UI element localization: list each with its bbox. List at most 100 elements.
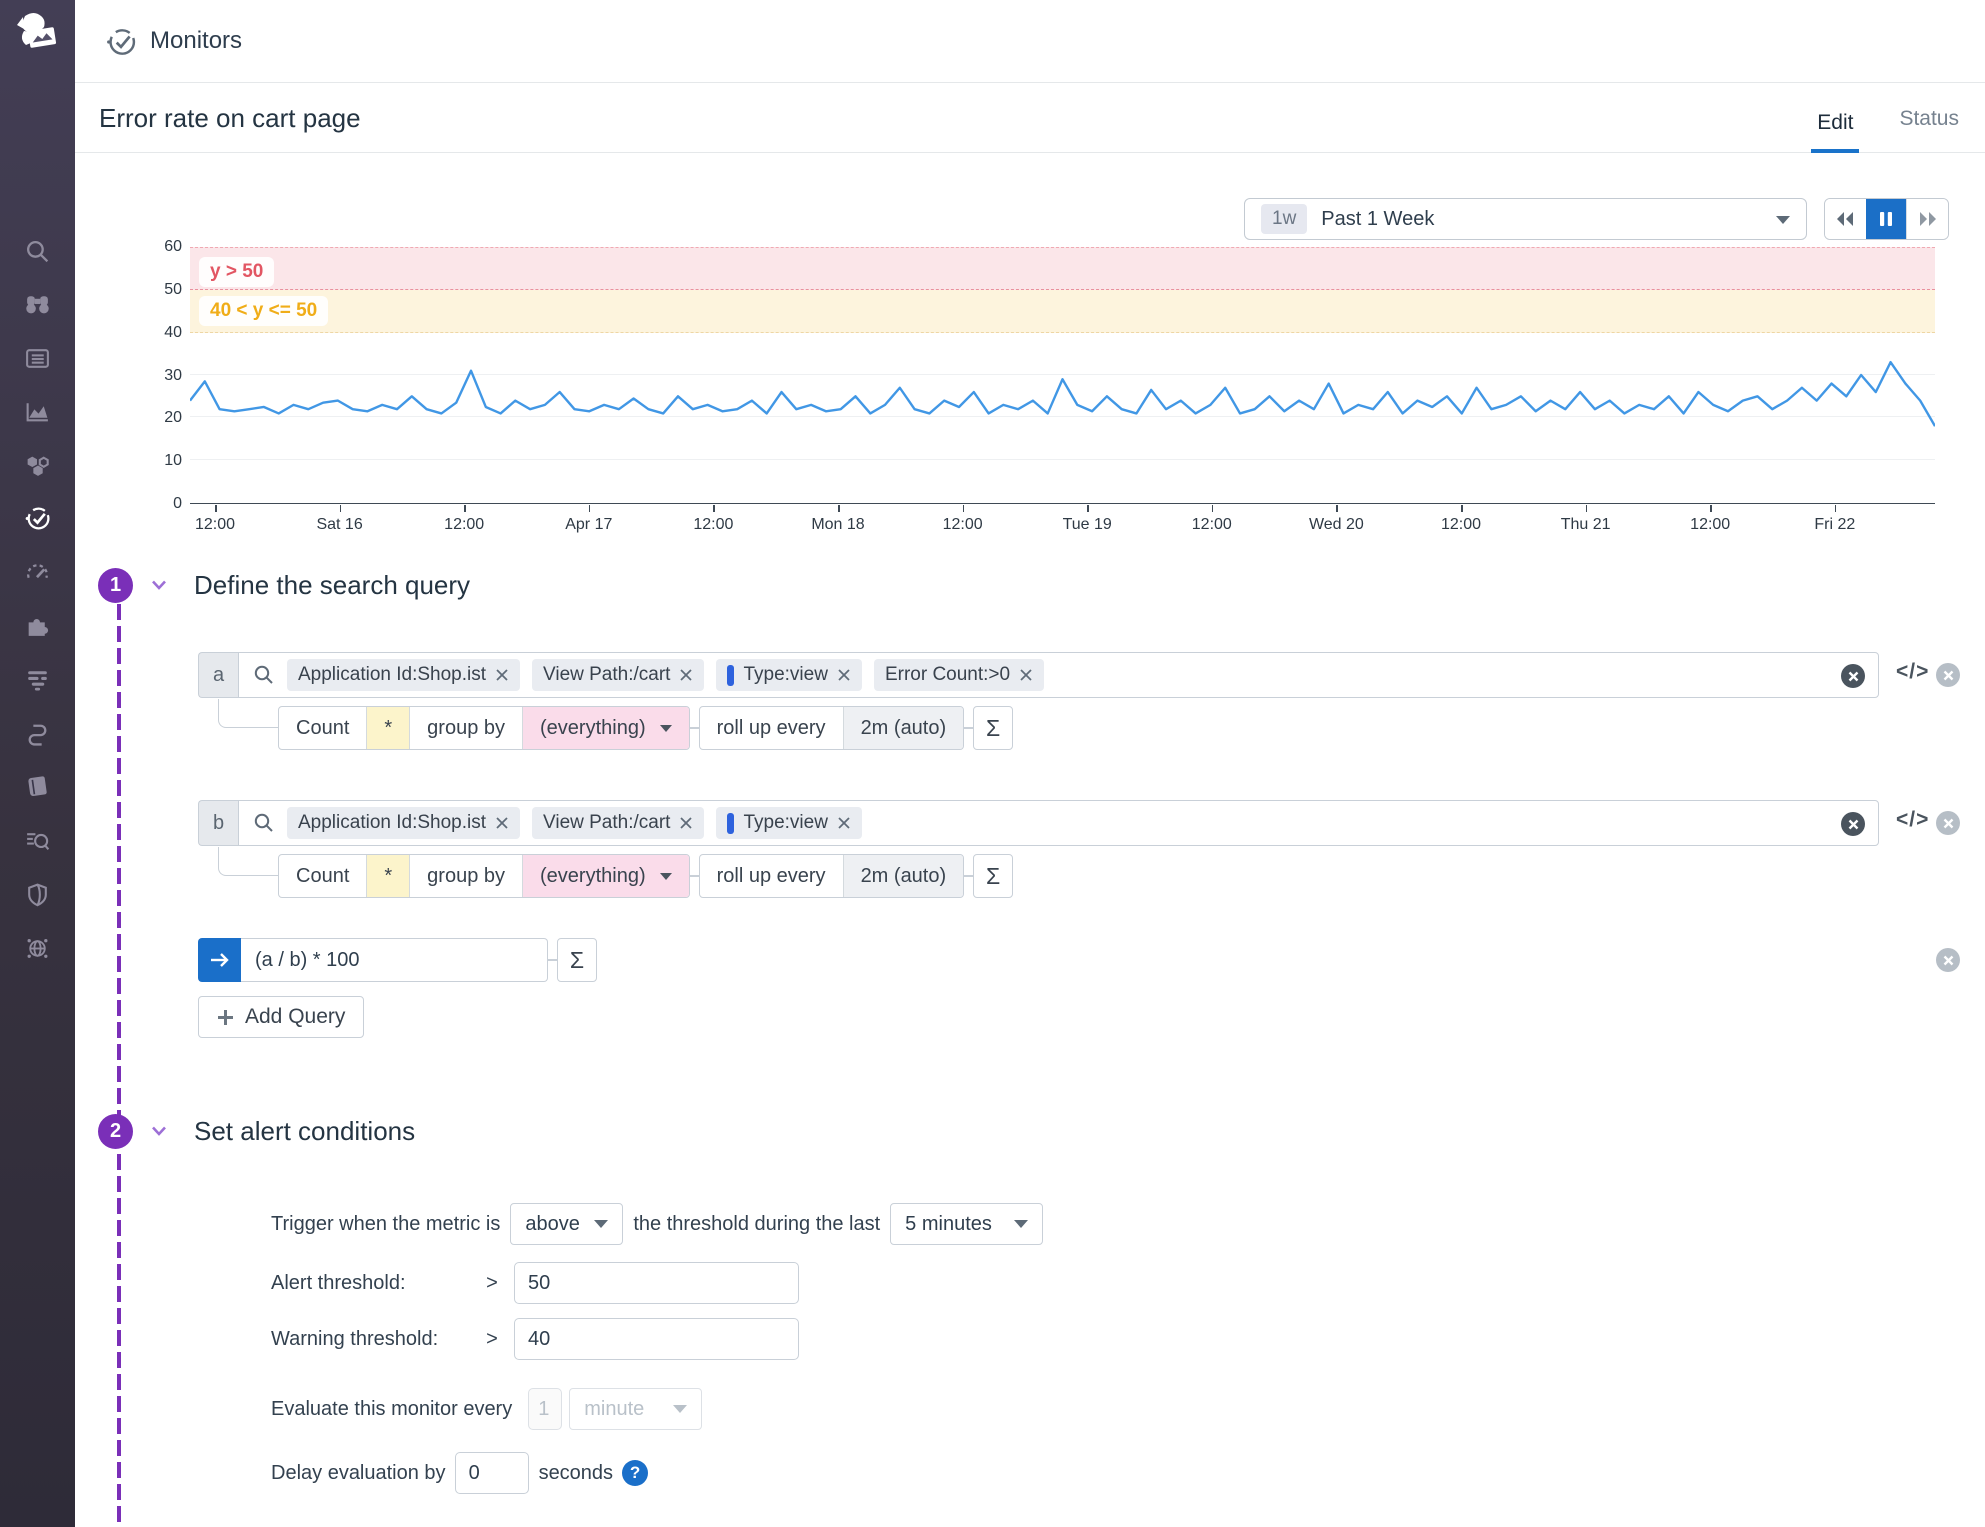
tag-label: View Path:/cart (543, 664, 671, 685)
alert-threshold-input[interactable] (514, 1262, 799, 1304)
remove-formula-button[interactable] (1936, 948, 1960, 972)
remove-tag-icon[interactable] (837, 816, 851, 830)
warning-band-label: 40 < y <= 50 (199, 295, 329, 326)
agg-group-by-label[interactable]: group by (409, 707, 522, 749)
pause-button[interactable] (1865, 199, 1907, 239)
time-range-picker[interactable]: 1w Past 1 Week (1244, 198, 1807, 240)
rollup-value[interactable]: 2m (auto) (842, 855, 964, 897)
remove-tag-icon[interactable] (495, 668, 509, 682)
agg-star[interactable]: * (366, 855, 410, 897)
agg-group-by-value[interactable]: (everything) (522, 855, 689, 897)
sidebar-item-watchdog[interactable] (24, 291, 51, 318)
x-tick-label: Thu 21 (1560, 516, 1611, 533)
query-tag[interactable]: Application Id:Shop.ist (287, 659, 521, 691)
query-tag-facet[interactable]: Type:view (716, 807, 862, 839)
monitors-icon (105, 26, 137, 58)
agg-group-by-label[interactable]: group by (409, 855, 522, 897)
search-query-input-a[interactable]: Application Id:Shop.ist View Path:/cart … (238, 652, 1879, 698)
remove-tag-icon[interactable] (837, 668, 851, 682)
x-tick-mark (1461, 505, 1463, 512)
sidebar-item-infrastructure[interactable] (24, 452, 51, 479)
alert-threshold-band: y > 50 (190, 247, 1935, 290)
sidebar-item-security[interactable] (24, 881, 51, 908)
rollup-label[interactable]: roll up every (716, 864, 826, 887)
sidebar-item-notebooks[interactable] (24, 773, 51, 800)
sidebar-item-apm[interactable] (24, 666, 51, 693)
section-alert-conditions: 2 Set alert conditions (98, 1111, 415, 1151)
gridline (190, 416, 1935, 418)
query-letter: b (198, 800, 238, 846)
sidebar-item-dashboards[interactable] (24, 398, 51, 425)
code-view-button[interactable]: </> (1896, 808, 1930, 831)
formula-input[interactable] (241, 938, 548, 982)
query-tag[interactable]: View Path:/cart (532, 659, 705, 691)
rollup-value[interactable]: 2m (auto) (842, 707, 964, 749)
query-tag[interactable]: Application Id:Shop.ist (287, 807, 521, 839)
tab-status[interactable]: Status (1899, 107, 1959, 130)
agg-method[interactable]: Count (296, 716, 350, 739)
delay-row: Delay evaluation by seconds ? (271, 1452, 649, 1494)
x-tick-label: 12:00 (942, 516, 983, 533)
x-tick-label: 12:00 (1191, 516, 1232, 533)
add-query-button[interactable]: Add Query (198, 996, 365, 1038)
agg-group-by-value[interactable]: (everything) (522, 707, 689, 749)
gridline (190, 459, 1935, 461)
remove-tag-icon[interactable] (679, 668, 693, 682)
warning-threshold-band: 40 < y <= 50 (190, 289, 1935, 333)
query-tag-facet[interactable]: Type:view (716, 659, 862, 691)
x-tick-label: 12:00 (1690, 516, 1731, 533)
chevron-down-icon (673, 1405, 688, 1413)
datadog-logo[interactable] (11, 8, 63, 60)
code-view-button[interactable]: </> (1896, 660, 1930, 683)
sidebar-item-network[interactable] (24, 935, 51, 962)
evaluate-row: Evaluate this monitor every minute (271, 1388, 703, 1430)
x-tick-mark (1211, 505, 1214, 512)
collapse-section-2-icon[interactable] (150, 1122, 168, 1140)
remove-tag-icon[interactable] (679, 816, 693, 830)
rewind-button[interactable] (1825, 199, 1866, 239)
formula-sigma-button[interactable]: Σ (557, 938, 597, 982)
alert-band-label: y > 50 (199, 257, 275, 287)
tag-label: Application Id:Shop.ist (298, 812, 487, 833)
tag-label: View Path:/cart (543, 812, 671, 833)
formula-arrow-button[interactable] (198, 938, 241, 982)
warning-threshold-input[interactable] (514, 1318, 799, 1360)
delay-input[interactable] (454, 1452, 529, 1494)
tag-label: Error Count:>0 (884, 664, 1011, 685)
sidebar-item-monitors[interactable] (24, 505, 51, 532)
x-tick-mark (464, 505, 466, 512)
sigma-button[interactable]: Σ (973, 854, 1014, 898)
trigger-prefix-text: Trigger when the metric is (271, 1212, 501, 1235)
evaluate-interval-input[interactable] (528, 1388, 563, 1430)
remove-tag-icon[interactable] (495, 816, 509, 830)
trigger-operator-select[interactable]: above (510, 1203, 624, 1245)
x-tick-label: Tue 19 (1062, 516, 1112, 533)
collapse-section-1-icon[interactable] (150, 576, 168, 594)
sidebar-item-events[interactable] (24, 345, 51, 372)
sidebar-item-integrations[interactable] (24, 612, 51, 639)
sigma-button[interactable]: Σ (973, 706, 1014, 750)
sidebar-item-service-map[interactable] (24, 719, 51, 746)
query-tag[interactable]: View Path:/cart (532, 807, 705, 839)
x-tick-mark (588, 505, 591, 512)
trigger-window-select[interactable]: 5 minutes (890, 1203, 1044, 1245)
help-icon[interactable]: ? (622, 1460, 649, 1486)
rollup-label[interactable]: roll up every (716, 716, 826, 739)
sidebar-item-search[interactable] (24, 238, 51, 265)
evaluate-unit-select[interactable]: minute (569, 1388, 703, 1430)
x-tick-label: Mon 18 (811, 516, 865, 533)
sidebar-item-log-explorer[interactable] (24, 828, 51, 855)
clear-query-button[interactable] (1841, 664, 1865, 688)
agg-method[interactable]: Count (296, 864, 350, 887)
remove-query-b-button[interactable] (1936, 811, 1960, 835)
query-tag[interactable]: Error Count:>0 (873, 659, 1045, 691)
clear-query-button[interactable] (1841, 812, 1865, 836)
remove-query-a-button[interactable] (1936, 663, 1960, 687)
sidebar-item-metrics[interactable] (24, 559, 51, 586)
agg-star[interactable]: * (366, 707, 410, 749)
search-query-input-b[interactable]: Application Id:Shop.ist View Path:/cart … (238, 800, 1879, 846)
tab-edit[interactable]: Edit (1811, 111, 1860, 153)
close-icon (1943, 955, 1953, 965)
forward-button[interactable] (1906, 199, 1948, 239)
remove-tag-icon[interactable] (1019, 668, 1033, 682)
